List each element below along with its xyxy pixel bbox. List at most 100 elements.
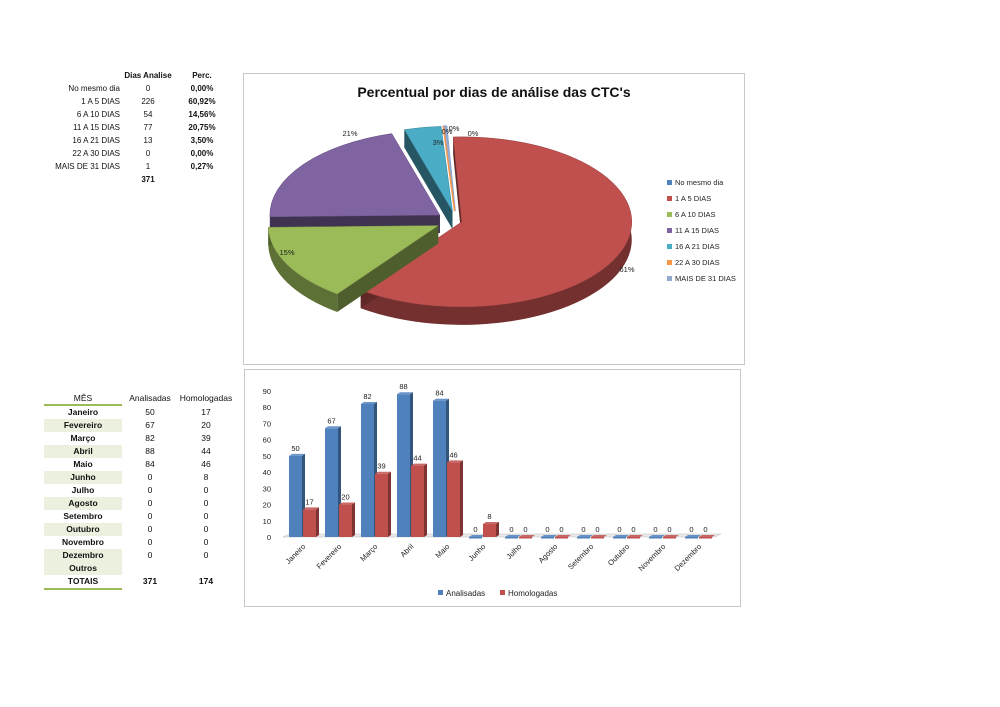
- month-analisadas: 0: [147, 472, 153, 482]
- month-header-mes: MÊS: [73, 393, 93, 403]
- y-tick-label: 0: [267, 533, 271, 542]
- bar-value-label: 0: [703, 525, 707, 534]
- month-label: Abril: [44, 445, 122, 458]
- month-label: Junho: [44, 471, 122, 484]
- bar-top: [613, 535, 629, 537]
- bar-value-label: 0: [509, 525, 513, 534]
- bar-chart-frame: 0 10 20 30 40 50 60 70 80 90 Janeiro Fevereiro Março…: [244, 369, 741, 607]
- bar-value-label: 0: [545, 525, 549, 534]
- bar-legend-label: Analisadas: [446, 589, 485, 598]
- bar-value-label: 84: [435, 389, 443, 398]
- bar-top: [325, 426, 341, 429]
- bar-value-label: 0: [667, 525, 671, 534]
- bar-front: [649, 537, 662, 539]
- bar-value-label: 20: [341, 493, 349, 502]
- bar-value-label: 50: [291, 444, 299, 453]
- bar-top: [685, 535, 701, 537]
- summary-row-dias: 13: [143, 136, 153, 145]
- bar-front: [505, 537, 518, 539]
- bar-value-label: 88: [399, 382, 407, 391]
- bar-side: [460, 460, 463, 537]
- pie-chart-frame: Percentual por dias de análise das CTC's…: [243, 73, 745, 365]
- bar: [411, 463, 427, 537]
- month-label: Novembro: [61, 537, 105, 547]
- chart-floor: [282, 533, 722, 538]
- summary-row-perc: 0,27%: [190, 162, 214, 171]
- bar-value-label: 17: [305, 497, 313, 506]
- bar: [375, 471, 391, 537]
- month-header-homologadas: Homologadas: [179, 393, 233, 403]
- bar-top: [577, 535, 593, 537]
- summary-row-perc: 20,75%: [188, 123, 216, 132]
- summary-row-dias: 77: [143, 123, 153, 132]
- bar-value-label: 0: [595, 525, 599, 534]
- month-analisadas: 0: [147, 550, 153, 560]
- summary-total: 371: [141, 175, 155, 184]
- month-table: MÊS Analisadas Homologadas Janeiro 50 17 F…: [44, 392, 244, 592]
- bar-top: [483, 522, 499, 525]
- x-tick-label: Agosto: [537, 542, 560, 565]
- totals-label: TOTAIS: [67, 576, 99, 586]
- summary-row-perc: 3,50%: [190, 136, 214, 145]
- bar-top: [447, 460, 463, 463]
- pie-slice: [268, 225, 440, 312]
- pie-data-label: 0%: [442, 127, 453, 136]
- bar-side: [424, 463, 427, 537]
- pie-legend-swatch: [667, 196, 672, 201]
- month-analisadas: 0: [147, 537, 153, 547]
- bar-top: [541, 535, 557, 537]
- bar: [289, 453, 305, 537]
- pie-slice-top: [403, 126, 453, 212]
- pie-slice-side: [268, 227, 338, 312]
- pie-data-label: 3%: [433, 138, 444, 147]
- month-analisadas: 0: [147, 498, 153, 508]
- month-homologadas: 17: [201, 407, 211, 417]
- summary-header-perc: Perc.: [192, 71, 212, 80]
- bar-front: [555, 537, 568, 539]
- bar: [591, 535, 607, 539]
- summary-table: Dias Analise Perc. No mesmo dia 0 0,00% …: [0, 69, 230, 189]
- bar: [699, 535, 715, 539]
- month-label: Dezembro: [44, 549, 122, 562]
- month-label: Fevereiro: [44, 419, 122, 432]
- bar-value-label: 67: [327, 416, 335, 425]
- bar-front: [699, 537, 712, 539]
- bar-top: [519, 535, 535, 537]
- bar: [325, 426, 341, 537]
- month-analisadas: 0: [147, 485, 153, 495]
- bar-legend-swatch: [500, 590, 505, 595]
- month-homologadas: 39: [201, 433, 211, 443]
- summary-row-dias: 226: [141, 97, 155, 106]
- month-homologadas: 44: [201, 446, 211, 456]
- bar-front: [447, 462, 460, 537]
- bar-top: [505, 535, 521, 537]
- bar-front: [577, 537, 590, 539]
- bar-side: [352, 502, 355, 537]
- y-tick-label: 40: [263, 468, 271, 477]
- x-tick-label: Junho: [467, 542, 488, 563]
- x-tick-label: Julho: [504, 542, 523, 561]
- pie-slice-wall: [337, 225, 439, 312]
- bar-top: [397, 392, 413, 395]
- header-divider: [44, 404, 122, 406]
- bar-value-label: 0: [617, 525, 621, 534]
- summary-row-dias: 1: [145, 162, 151, 171]
- month-analisadas: 50: [145, 407, 155, 417]
- bar-value-label: 44: [413, 454, 421, 463]
- month-label: Outros: [44, 562, 122, 575]
- bar-front: [397, 394, 410, 537]
- pie-chart: Percentual por dias de análise das CTC's…: [268, 84, 736, 325]
- summary-row-label: MAIS DE 31 DIAS: [55, 162, 120, 171]
- month-homologadas: 0: [203, 511, 209, 521]
- bar-legend-label: Homologadas: [508, 589, 557, 598]
- bar: [505, 535, 521, 539]
- month-homologadas: 46: [201, 459, 211, 469]
- bar: [613, 535, 629, 539]
- summary-row-dias: 0: [145, 84, 151, 93]
- month-analisadas: 84: [145, 459, 155, 469]
- bar-value-label: 0: [523, 525, 527, 534]
- bar-top: [649, 535, 665, 537]
- x-tick-label: Novembro: [637, 542, 668, 573]
- bar-value-label: 0: [689, 525, 693, 534]
- bar-value-label: 39: [377, 462, 385, 471]
